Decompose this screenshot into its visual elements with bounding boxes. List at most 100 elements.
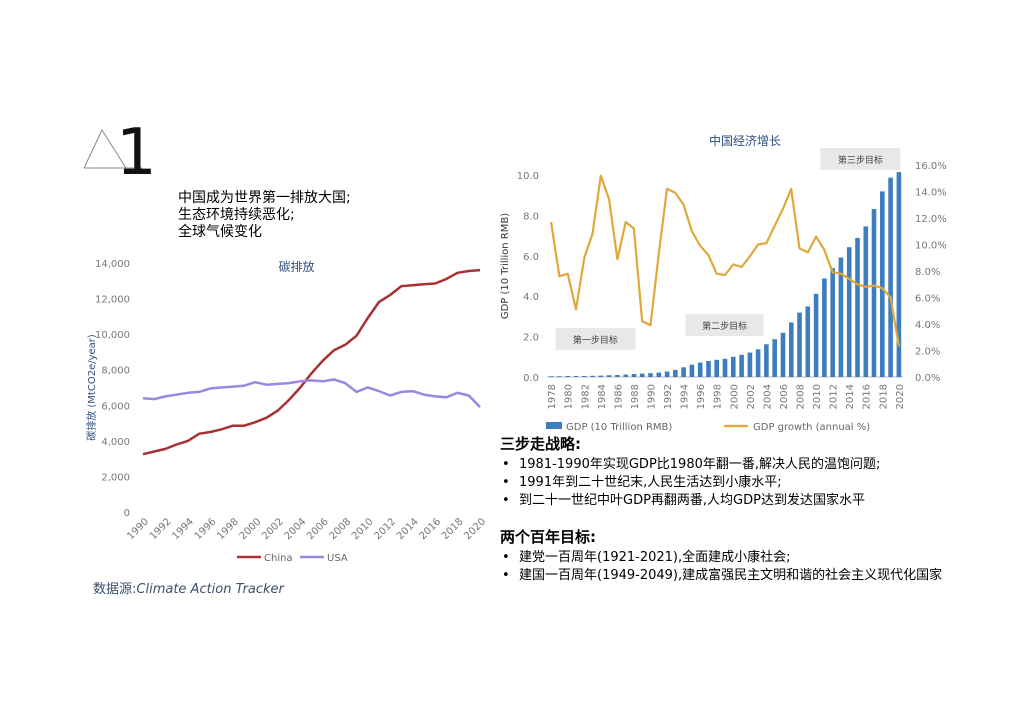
x-tick-label: 2000 [729, 384, 740, 409]
y2-tick-label: 6.0% [915, 294, 940, 305]
x-tick-label: 2004 [762, 384, 773, 409]
x-tick-label: 2012 [372, 516, 398, 542]
gdp-bar [706, 361, 711, 377]
x-tick-label: 2004 [283, 516, 309, 542]
y-tick-label: 12,000 [95, 295, 130, 306]
gdp-bar [631, 374, 637, 377]
milestone-box [555, 328, 636, 350]
y-tick-label: 4.0 [523, 292, 539, 303]
gdp-bar [871, 209, 877, 377]
x-tick-label: 2008 [328, 516, 354, 542]
gdp-bar [739, 354, 744, 377]
legend-label: USA [327, 553, 348, 564]
y-tick-label: 0.0 [523, 373, 539, 384]
x-tick-label: 2000 [238, 516, 264, 542]
y-tick-label: 4,000 [101, 437, 130, 448]
strategy-list: 1981-1990年实现GDP比1980年翻一番,解决人民的温饱问题; 1991… [500, 456, 950, 510]
x-tick-label: 1996 [193, 516, 219, 542]
gdp-bar [548, 376, 554, 377]
y-axis-label: GDP (10 Trillion RMB) [500, 213, 511, 319]
gdp-bar [648, 373, 653, 377]
y2-tick-label: 14.0% [915, 188, 947, 199]
x-tick-label: 2014 [395, 516, 421, 542]
x-tick-label: 1978 [547, 384, 558, 409]
gdp-chart: 中国经济增长 0.0 2.0 4.0 6.0 8.0 10.0 0.0% 2.0% 4.0% 6.0… [500, 133, 947, 433]
strategy-item: 1991年到二十世纪末,人民生活达到小康水平; [500, 474, 950, 492]
x-tick-label: 1982 [580, 384, 591, 409]
headline: 中国成为世界第一排放大国; 生态环境持续恶化; 全球气候变化 [178, 190, 351, 241]
gdp-bar [664, 371, 670, 377]
data-source-name: Climate Action Tracker [136, 582, 284, 597]
y-tick-label: 0 [124, 508, 130, 519]
gdp-bar [797, 312, 802, 377]
strategy-item: 1981-1990年实现GDP比1980年翻一番,解决人民的温饱问题; [500, 456, 950, 474]
gdp-bar [846, 247, 852, 377]
x-tick-label: 2008 [796, 384, 807, 409]
x-tick-label: 2002 [746, 384, 757, 409]
legend-swatch [546, 422, 562, 429]
x-tick-label: 2012 [829, 384, 840, 409]
gdp-bar [780, 332, 786, 377]
gdp-bar [731, 356, 736, 377]
gdp-bar [755, 349, 761, 377]
x-tick-label: 1998 [215, 516, 241, 542]
y-tick-label: 8.0 [523, 211, 539, 222]
goals-title: 两个百年目标: [500, 528, 596, 546]
y2-tick-label: 4.0% [915, 320, 940, 331]
x-tick-label: 2020 [895, 384, 906, 409]
y2-tick-label: 2.0% [915, 347, 940, 358]
strategy-section: 三步走战略: 1981-1990年实现GDP比1980年翻一番,解决人民的温饱问… [500, 434, 950, 510]
gdp-bar [590, 375, 595, 377]
x-tick-label: 1988 [630, 384, 641, 409]
gdp-bar [789, 322, 794, 377]
x-tick-label: 1994 [680, 384, 691, 409]
gdp-bar [557, 376, 562, 377]
y-tick-label: 10,000 [95, 330, 130, 341]
y-tick-label: 2,000 [101, 472, 130, 483]
milestone-label: 第二步目标 [702, 320, 747, 332]
gdp-bar [888, 177, 893, 377]
y2-tick-label: 8.0% [915, 267, 940, 278]
y-tick-label: 2.0 [523, 333, 539, 344]
x-tick-label: 1996 [696, 384, 707, 409]
gdp-bar [896, 172, 902, 377]
gdp-growth-line [550, 174, 900, 347]
goals-item: 建国一百周年(1949-2049),建成富强民主文明和谐的社会主义现代化国家 [500, 567, 950, 585]
x-tick-label: 2014 [845, 384, 856, 409]
y-tick-label: 6,000 [101, 401, 130, 412]
gdp-bar [805, 306, 811, 377]
gdp-bar [615, 375, 620, 377]
x-tick-label: 2006 [305, 516, 331, 542]
milestone-label: 第三步目标 [838, 154, 883, 166]
gdp-bar [681, 367, 686, 377]
x-tick-label: 1984 [597, 384, 608, 409]
gdp-bar [863, 226, 869, 377]
gdp-bar [838, 257, 844, 377]
data-source: 数据源:Climate Action Tracker [93, 578, 284, 597]
mountain-logo-icon [83, 128, 142, 169]
gdp-bar [697, 362, 703, 377]
x-tick-label: 1992 [148, 516, 174, 542]
y-axis-label: 碳排放 (MtCO2e/year) [85, 334, 98, 441]
gdp-bar [689, 364, 695, 377]
x-tick-label: 1986 [613, 384, 624, 409]
y-tick-label: 6.0 [523, 252, 539, 263]
gdp-bar [582, 376, 587, 377]
gdp-bar [565, 376, 570, 377]
x-tick-label: 2020 [462, 516, 485, 542]
series-line-usa [142, 378, 481, 408]
x-tick-label: 2016 [862, 384, 873, 409]
gdp-bar [747, 352, 753, 377]
gdp-bar [714, 359, 719, 377]
legend-label: China [264, 553, 293, 564]
gdp-bar [764, 344, 769, 377]
strategy-item: 到二十一世纪中叶GDP再翻两番,人均GDP达到发达国家水平 [500, 492, 950, 510]
headline-line: 生态环境持续恶化; [178, 207, 295, 223]
y-tick-label: 10.0 [517, 171, 539, 182]
x-tick-label: 1980 [564, 384, 575, 409]
headline-line: 全球气候变化 [178, 224, 262, 240]
emissions-chart: 碳排放 0 2,000 4,000 6,000 8,000 10,000 12,000 14,0… [85, 259, 485, 564]
gdp-bar [606, 375, 612, 377]
milestone-box [685, 314, 764, 336]
x-tick-label: 2010 [350, 516, 376, 542]
